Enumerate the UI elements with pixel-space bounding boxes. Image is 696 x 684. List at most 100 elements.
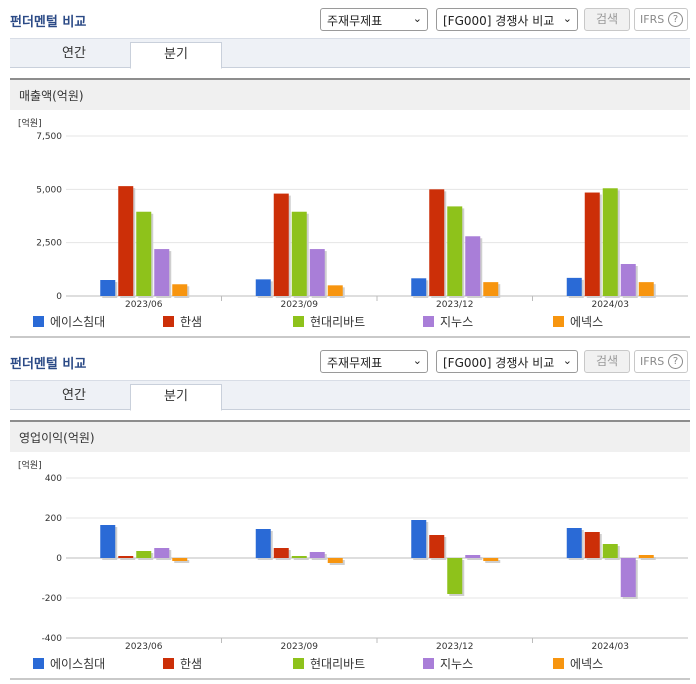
bar[interactable] [172,558,188,561]
bar[interactable] [154,548,170,558]
legend-item[interactable]: 에넥스 [553,313,603,330]
compare-group-value: [FG000] 경쟁사 비교 [443,14,555,28]
bar[interactable] [273,193,289,296]
bar[interactable] [327,558,343,563]
section-title: 펀더멘털 비교 [10,15,87,30]
x-tick-label: 2023/06 [125,300,163,310]
bar[interactable] [327,285,343,296]
chevron-down-icon: ⌄ [412,354,422,367]
compare-group-select[interactable]: [FG000] 경쟁사 비교 ⌄ [436,8,578,31]
revenue-chart-svg: [억원] 0 2,500 5,000 7,500 2023/06 2023/09 2023/1… [18,117,688,310]
bar[interactable] [291,556,307,558]
legend-label: 지누스 [440,657,474,671]
chart-header: 매출액(억원) [10,78,690,110]
section-header: 펀더멘털 비교 주재무제표 ⌄ [FG000] 경쟁사 비교 ⌄ 검색 IFRS… [0,0,696,38]
period-tabs: 연간 분기 [10,38,690,69]
legend-item[interactable]: 한샘 [163,313,202,330]
section-divider [10,678,690,680]
legend-item[interactable]: 에이스침대 [33,655,105,672]
bar[interactable] [602,188,618,296]
legend-item[interactable]: 에넥스 [553,655,603,672]
bar[interactable] [255,529,271,558]
legend-item[interactable]: 현대리바트 [293,655,365,672]
bar-shadow [293,558,309,560]
legend-swatch [423,316,434,327]
bar[interactable] [566,528,582,558]
y-tick-label: 400 [45,474,62,484]
tab-annual[interactable]: 연간 [62,46,86,61]
bar[interactable] [429,535,445,558]
bar[interactable] [411,520,427,558]
help-icon[interactable]: ? [668,354,683,369]
tab-quarterly[interactable]: 분기 [130,384,222,411]
operating-profit-chart-legend: 에이스침대 한샘 현대리바트 지누스 에넥스 [10,653,690,671]
bar-shadow [467,557,483,560]
bar[interactable] [136,551,152,558]
bar[interactable] [620,558,636,597]
bar[interactable] [566,277,582,296]
bar[interactable] [411,278,427,296]
legend-label: 한샘 [180,315,203,329]
compare-group-select[interactable]: [FG000] 경쟁사 비교 ⌄ [436,350,578,373]
y-tick-label: 7,500 [36,132,62,142]
x-tick-label: 2023/12 [436,300,473,310]
statement-type-select[interactable]: 주재무제표 ⌄ [320,350,428,373]
search-button[interactable]: 검색 [584,8,630,31]
bar[interactable] [118,556,134,558]
bar[interactable] [584,192,600,296]
y-unit-label: [억원] [18,459,42,471]
tab-annual[interactable]: 연간 [62,388,86,403]
legend-label: 에이스침대 [50,315,106,329]
bar-shadow [120,558,136,560]
legend-item[interactable]: 한샘 [163,655,202,672]
bar[interactable] [638,555,654,558]
statement-type-select[interactable]: 주재무제표 ⌄ [320,8,428,31]
bar-shadow [640,557,656,560]
bar[interactable] [584,532,600,558]
search-button[interactable]: 검색 [584,350,630,373]
help-icon[interactable]: ? [668,12,683,27]
bar[interactable] [136,211,152,296]
ifrs-label: IFRS [640,13,665,26]
legend-swatch [293,658,304,669]
tab-quarterly[interactable]: 분기 [130,42,222,69]
bar[interactable] [602,544,618,558]
bar[interactable] [255,279,271,296]
bar[interactable] [465,236,481,296]
chart-header: 영업이익(억원) [10,420,690,452]
bar[interactable] [638,282,654,296]
legend-item[interactable]: 지누스 [423,313,473,330]
bar[interactable] [273,548,289,558]
y-tick-label: 5,000 [36,185,62,195]
bar[interactable] [291,211,307,296]
bar[interactable] [483,282,499,296]
ifrs-label: IFRS [640,355,665,368]
legend-swatch [33,316,44,327]
bar[interactable] [100,525,116,558]
y-unit-label: [억원] [18,117,42,129]
bar[interactable] [309,249,325,296]
bar[interactable] [100,280,116,296]
section-header: 펀더멘털 비교 주재무제표 ⌄ [FG000] 경쟁사 비교 ⌄ 검색 IFRS… [0,342,696,380]
ifrs-button[interactable]: IFRS ? [634,350,688,373]
legend-swatch [423,658,434,669]
bar[interactable] [154,249,170,296]
bar[interactable] [172,284,188,296]
bar[interactable] [483,558,499,561]
statement-type-value: 주재무제표 [327,356,383,370]
fundamental-section-1: 펀더멘털 비교 주재무제표 ⌄ [FG000] 경쟁사 비교 ⌄ 검색 IFRS… [0,0,696,110]
bar[interactable] [620,264,636,296]
legend-item[interactable]: 지누스 [423,655,473,672]
bar[interactable] [118,186,134,296]
bar[interactable] [309,552,325,558]
legend-item[interactable]: 에이스침대 [33,313,105,330]
chevron-down-icon: ⌄ [412,12,422,25]
bar[interactable] [447,558,463,594]
bar[interactable] [447,206,463,296]
ifrs-button[interactable]: IFRS ? [634,8,688,31]
legend-item[interactable]: 현대리바트 [293,313,365,330]
bar[interactable] [429,189,445,296]
bar[interactable] [465,555,481,558]
x-tick-label: 2023/12 [436,642,473,652]
y-tick-label: -400 [42,634,63,644]
